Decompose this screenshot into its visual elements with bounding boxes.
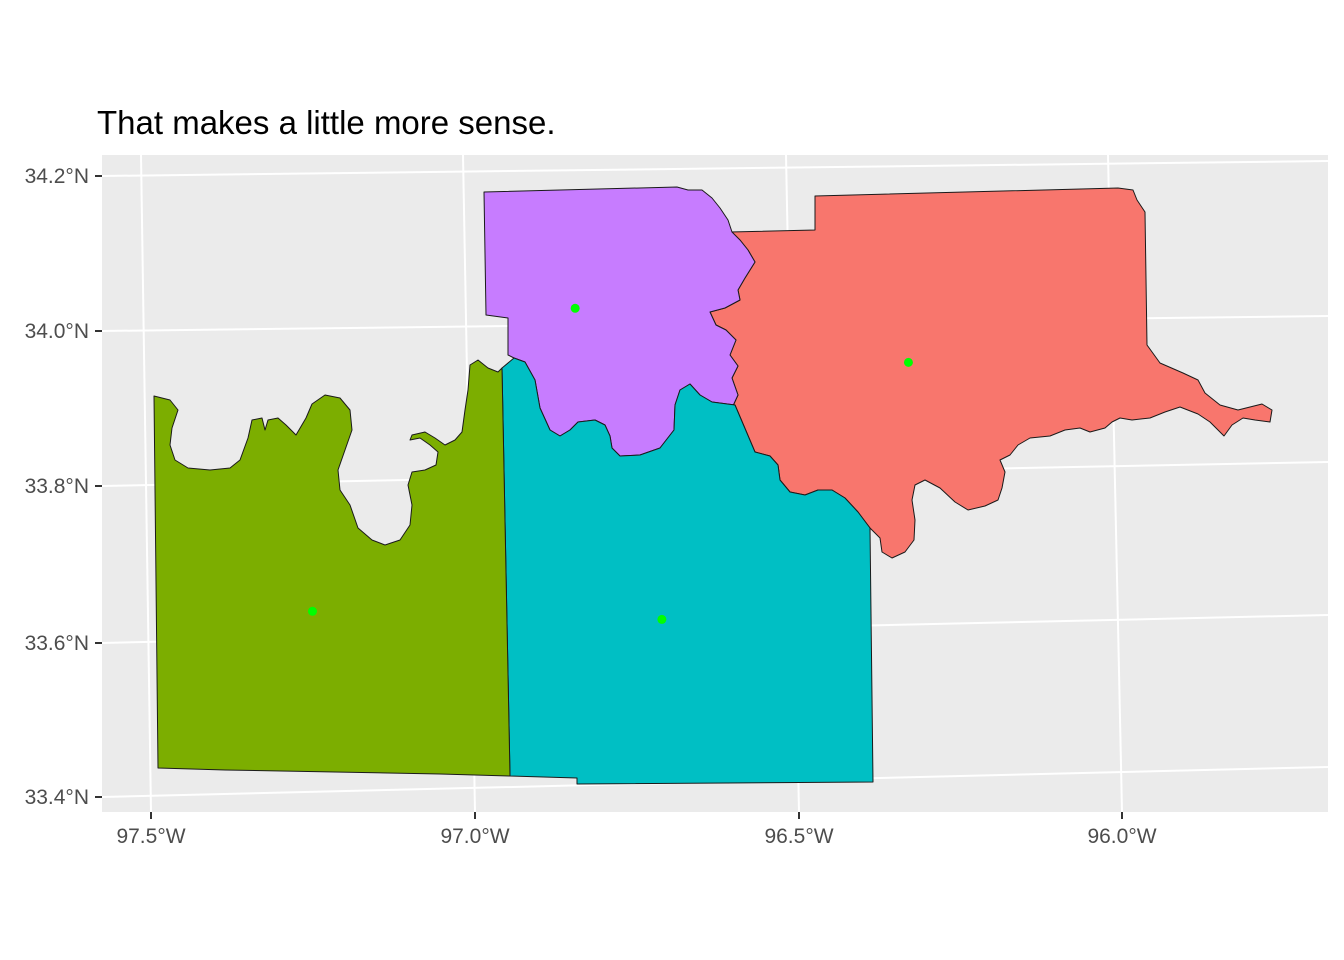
centroid-point-1 (307, 606, 317, 616)
y-tick-label: 33.6°N (25, 632, 89, 655)
y-tick-label: 33.8°N (25, 475, 89, 498)
region-teal (501, 357, 874, 785)
meridian-97-5 (140, 154, 152, 813)
parallel-34-2 (101, 160, 1329, 177)
centroid-point-2 (657, 614, 667, 624)
centroid-point-4 (903, 357, 913, 367)
county-polygons (153, 186, 1273, 785)
y-tick-label: 34.2°N (25, 165, 89, 188)
x-axis: 97.5°W 97.0°W 96.5°W 96.0°W (116, 812, 1157, 848)
x-tick-label: 96.0°W (1087, 825, 1156, 848)
region-green (153, 359, 511, 777)
centroid-points (307, 303, 913, 624)
x-tick-label: 97.5°W (116, 825, 185, 848)
y-axis: 33.4°N 33.6°N 33.8°N 34.0°N 34.2°N (25, 165, 102, 809)
y-tick-label: 34.0°N (25, 320, 89, 343)
x-tick-label: 97.0°W (440, 825, 509, 848)
centroid-point-3 (570, 303, 580, 313)
plot-title: That makes a little more sense. (97, 104, 556, 141)
y-tick-label: 33.4°N (25, 786, 89, 809)
x-tick-label: 96.5°W (764, 825, 833, 848)
